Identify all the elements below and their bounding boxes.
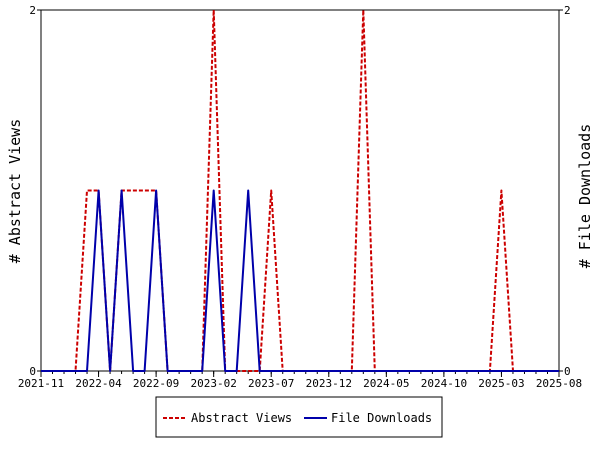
x-tick-label: 2023-02	[190, 377, 236, 390]
series-line-abstract-views	[41, 9, 559, 372]
x-tick-label: 2024-05	[363, 377, 409, 390]
legend-box	[155, 396, 443, 438]
series-line-file-downloads	[41, 189, 559, 372]
y-axes: 0 2 0 2	[29, 4, 570, 378]
x-tick-label: 2024-10	[421, 377, 467, 390]
y-axis-right-title: # File Downloads	[576, 124, 594, 269]
axis-titles: # Abstract Views # File Downloads	[6, 119, 594, 269]
x-tick-label: 2023-07	[248, 377, 294, 390]
series-lines	[41, 9, 559, 372]
x-tick-label: 2022-04	[75, 377, 122, 390]
y-right-tick-label: 2	[564, 4, 571, 17]
y-axis-left-title: # Abstract Views	[6, 119, 24, 264]
x-tick-label: 2023-12	[306, 377, 352, 390]
legend-label-file-downloads: File Downloads	[331, 411, 432, 425]
y-right-tick-label: 0	[564, 365, 571, 378]
x-tick-label: 2025-03	[478, 377, 524, 390]
x-axis: 2021-11 2022-04 2022-09 2023-02 2023-07 2023-…	[18, 371, 582, 390]
y-left-tick-label: 0	[29, 365, 36, 378]
x-tick-label: 2022-09	[133, 377, 179, 390]
legend-label-abstract-views: Abstract Views	[191, 411, 292, 425]
plot-area-border	[40, 9, 560, 372]
x-tick-label: 2021-11	[18, 377, 64, 390]
legend: Abstract Views File Downloads	[155, 396, 443, 438]
y-left-tick-label: 2	[29, 4, 36, 17]
x-tick-label: 2025-08	[536, 377, 582, 390]
plot-frame	[40, 9, 560, 372]
